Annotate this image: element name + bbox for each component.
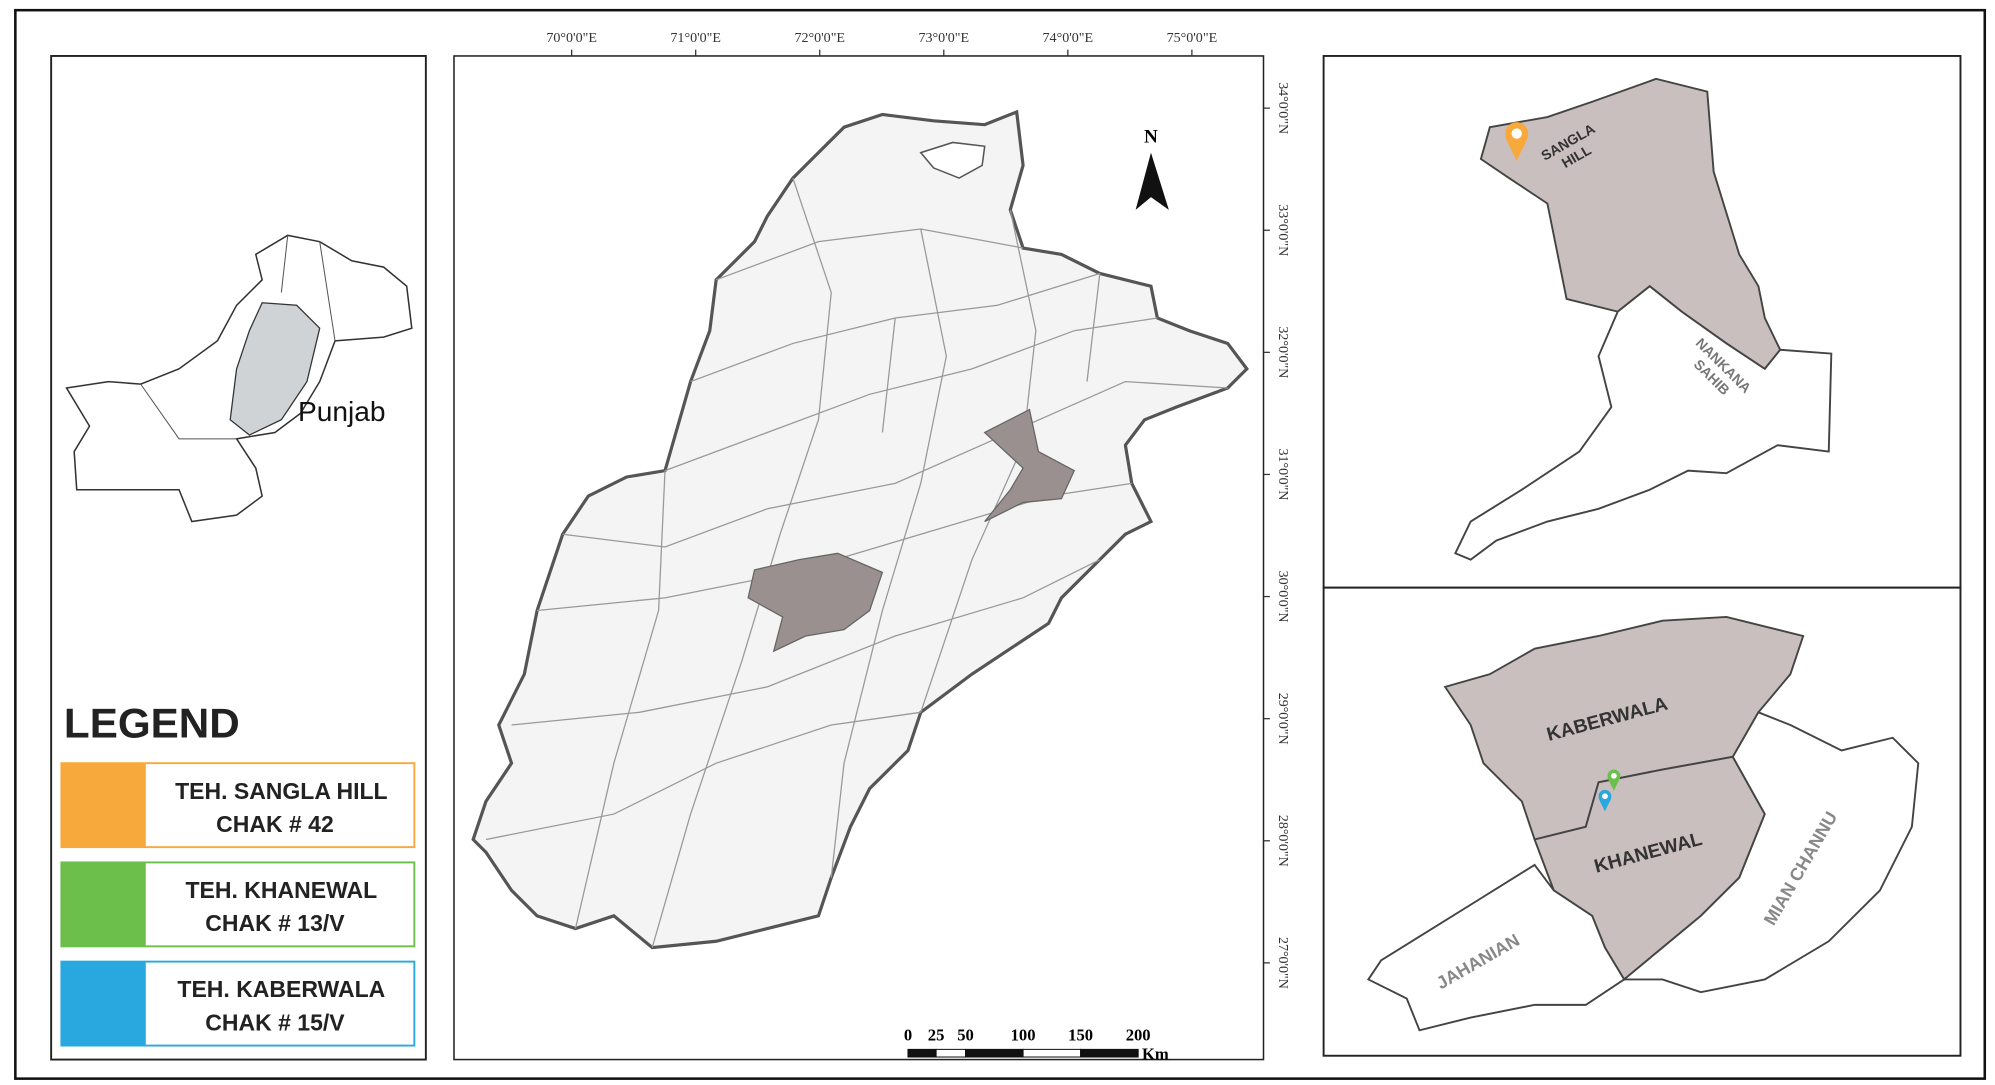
scale-segment	[965, 1048, 1024, 1058]
nankana-sahib-region	[1454, 284, 1833, 561]
district-borders	[485, 177, 1228, 948]
khanewal-highlight	[747, 552, 884, 653]
scale-segment	[1022, 1048, 1082, 1058]
north-arrow	[1135, 152, 1169, 210]
legend-line1: TEH. KHANEWAL	[186, 877, 378, 903]
latitude-label: 31°0'0"N	[1275, 449, 1290, 501]
province-borders	[140, 235, 336, 440]
pin	[1505, 122, 1529, 162]
north-label: N	[1144, 127, 1158, 148]
legend-line2: CHAK # 13/V	[205, 910, 345, 936]
longitude-label: 75°0'0"E	[1167, 31, 1218, 46]
scale-segment	[907, 1048, 937, 1058]
longitude-label: 73°0'0"E	[918, 31, 969, 46]
pin-hole	[1611, 773, 1617, 779]
latitude-label: 29°0'0"N	[1275, 693, 1290, 745]
punjab-outline	[471, 109, 1249, 950]
pin-hole	[1511, 128, 1522, 139]
islamabad	[919, 141, 986, 179]
legend: TEH. SANGLA HILL CHAK # 42 TEH. KHANEWAL CH…	[60, 762, 416, 1047]
latitude-label: 28°0'0"N	[1275, 815, 1290, 867]
latitude-label: 33°0'0"N	[1275, 204, 1290, 256]
jahanian-region	[1366, 863, 1626, 1032]
punjab-highlight	[229, 302, 321, 436]
legend-line1: TEH. SANGLA HILL	[175, 778, 388, 804]
pin	[1598, 789, 1612, 812]
scale-segment	[935, 1048, 967, 1058]
legend-line2: CHAK # 15/V	[205, 1009, 345, 1035]
legend-line1: TEH. KABERWALA	[177, 976, 385, 1002]
legend-swatch	[61, 862, 146, 947]
marker-sangla	[1505, 122, 1529, 162]
legend-title: LEGEND	[64, 700, 240, 747]
marker-kaberwala	[1598, 789, 1612, 812]
legend-swatch	[61, 961, 146, 1046]
legend-swatch	[61, 763, 146, 848]
pin-hole	[1602, 793, 1608, 800]
mian-channu-region	[1621, 711, 1920, 994]
longitude-label: 70°0'0"E	[546, 31, 597, 46]
graticule: 70°0'0"E 71°0'0"E 72°0'0"E 73°0'0"E 74°0'0"E…	[546, 31, 1290, 989]
legend-line2: CHAK # 42	[216, 811, 334, 837]
latitude-label: 27°0'0"N	[1275, 937, 1290, 989]
marker-khanewal	[1607, 769, 1621, 792]
latitude-label: 30°0'0"N	[1275, 571, 1290, 623]
scale-label: 0	[904, 1026, 912, 1045]
longitude-label: 72°0'0"E	[794, 31, 845, 46]
latitude-label: 34°0'0"N	[1275, 82, 1290, 134]
pin	[1607, 769, 1621, 792]
scale-label: 25	[928, 1026, 945, 1045]
longitude-label: 71°0'0"E	[670, 31, 721, 46]
scale-label: 200	[1126, 1026, 1151, 1045]
sangla-highlight	[983, 408, 1076, 523]
punjab-label: Punjab	[298, 396, 386, 427]
scale-segment	[1080, 1048, 1139, 1058]
scale-label: 150	[1068, 1026, 1093, 1045]
scale-label: 50	[957, 1026, 974, 1045]
scale-label: 100	[1011, 1026, 1036, 1045]
scale-unit: Km	[1142, 1045, 1169, 1064]
longitude-label: 74°0'0"E	[1043, 31, 1094, 46]
latitude-label: 32°0'0"N	[1275, 326, 1290, 378]
outer-frame	[14, 8, 1987, 1080]
